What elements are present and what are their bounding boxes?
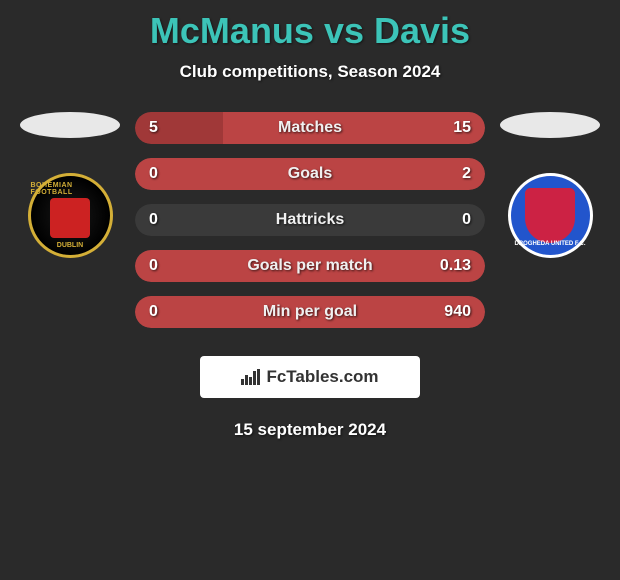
left-club-text-top: BOHEMIAN FOOTBALL (31, 182, 110, 196)
stat-left-value: 0 (149, 257, 158, 275)
stat-right-value: 940 (444, 303, 471, 321)
stat-bar: 0 Goals per match 0.13 (135, 250, 485, 282)
stat-bar: 0 Hattricks 0 (135, 204, 485, 236)
stat-left-value: 5 (149, 119, 158, 137)
left-club-badge: BOHEMIAN FOOTBALL DUBLIN (28, 173, 113, 258)
right-player-oval (500, 112, 600, 138)
stat-right-value: 15 (453, 119, 471, 137)
stat-bar: 0 Goals 2 (135, 158, 485, 190)
stats-column: 5 Matches 15 0 Goals 2 0 Hattricks 0 0 Goals per m… (135, 112, 485, 328)
stat-label: Hattricks (276, 211, 344, 229)
right-club-text: DROGHEDA UNITED F.C. (514, 241, 585, 247)
stat-label: Goals (288, 165, 332, 183)
right-player-col: DROGHEDA UNITED F.C. (495, 112, 605, 258)
main-container: McManus vs Davis Club competitions, Seas… (0, 0, 620, 440)
stat-right-value: 0.13 (440, 257, 471, 275)
fctables-box[interactable]: FcTables.com (200, 356, 420, 398)
stat-left-value: 0 (149, 165, 158, 183)
left-player-oval (20, 112, 120, 138)
stat-bar: 0 Min per goal 940 (135, 296, 485, 328)
stat-label: Goals per match (247, 257, 372, 275)
page-title: McManus vs Davis (0, 10, 620, 52)
stat-left-value: 0 (149, 211, 158, 229)
subtitle: Club competitions, Season 2024 (0, 62, 620, 82)
left-player-col: BOHEMIAN FOOTBALL DUBLIN (15, 112, 125, 258)
chart-icon (241, 369, 260, 385)
stat-label: Matches (278, 119, 342, 137)
stat-bar: 5 Matches 15 (135, 112, 485, 144)
right-club-badge: DROGHEDA UNITED F.C. (508, 173, 593, 258)
stat-right-value: 0 (462, 211, 471, 229)
stat-label: Min per goal (263, 303, 357, 321)
date-text: 15 september 2024 (0, 420, 620, 440)
stat-left-value: 0 (149, 303, 158, 321)
content-row: BOHEMIAN FOOTBALL DUBLIN 5 Matches 15 0 Goal… (0, 112, 620, 328)
left-club-text-bottom: DUBLIN (57, 242, 83, 249)
fctables-text: FcTables.com (266, 367, 378, 387)
stat-right-value: 2 (462, 165, 471, 183)
